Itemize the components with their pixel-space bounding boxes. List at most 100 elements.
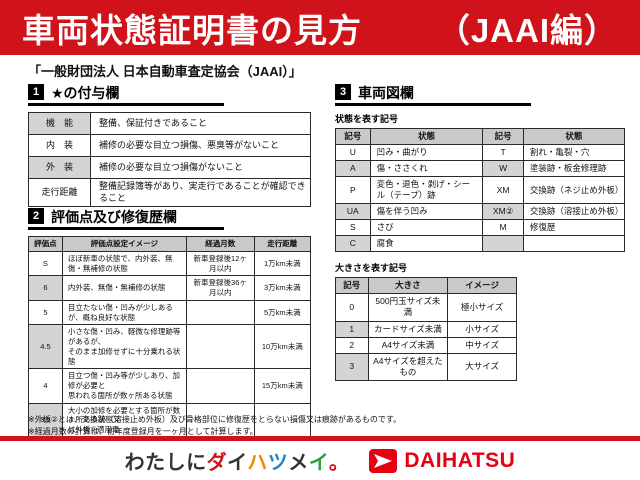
table-cell: [522, 235, 626, 253]
table-header-row: 記号 状態 記号 状態: [335, 127, 626, 146]
table-row: 内 装補修の必要な目立つ損傷、悪臭等がないこと: [27, 134, 311, 157]
table-cell: 3万km未満: [253, 275, 312, 301]
size-symbols-label: 大きさを表す記号: [335, 263, 408, 274]
slogan-char: ハ: [247, 452, 268, 474]
table-cell: 補修の必要な目立つ損傷がないこと: [90, 156, 311, 179]
table-cell: 3.5: [28, 402, 63, 438]
table-cell: T: [482, 144, 524, 162]
slogan-char: た: [145, 452, 166, 474]
footnote-months: ※経過月数の計算は、初年度登録月を一ヶ月として計算します。: [28, 426, 258, 436]
table-cell: A: [335, 160, 371, 178]
table-cell: 500円玉サイズ未満: [367, 293, 449, 322]
table-cell: M: [482, 219, 524, 237]
column-header: 状態: [369, 127, 484, 146]
table-cell: 凹み・曲がり: [369, 144, 484, 162]
section1-title: ★の付与欄: [51, 85, 120, 101]
table-cell: 15万km未満: [253, 368, 312, 404]
table-cell: 内 装: [27, 134, 92, 157]
table-cell: 内外装、無傷・無補修の状態: [61, 275, 187, 301]
column-header: 記号: [335, 277, 369, 295]
column-header: 評価点: [28, 236, 63, 252]
table-cell: 交換跡（溶接止め外板）: [522, 203, 626, 221]
table-row: 4 目立つ傷・凹み等が少しあり、加修が必要と 思われる箇所が数ヶ所ある状態 15万k…: [28, 368, 312, 404]
daihatsu-slogan: わたしにダイハツメイ。: [125, 446, 350, 475]
table-cell: [185, 368, 255, 404]
table-cell: 1万km未満: [253, 250, 312, 277]
table-cell: 3: [335, 352, 369, 381]
page-title: 車両状態証明書の見方: [22, 11, 362, 49]
footer-red-divider: [0, 436, 640, 441]
table-cell: 補修の必要な目立つ損傷、悪臭等がないこと: [90, 134, 311, 157]
table-row: UA 傷を伴う凹み XM② 交換跡（溶接止め外板）: [335, 203, 626, 221]
footnotes: ※外板②とは、交換跡（溶接止め外板）及び骨格部位に修復歴をとらない損傷又は痕跡が…: [28, 414, 401, 437]
slogan-char: ダ: [206, 452, 228, 474]
table-cell: [482, 235, 524, 253]
column-header: 状態: [522, 127, 626, 146]
slogan-char: わ: [124, 452, 146, 474]
table-cell: 傷・ささくれ: [369, 160, 484, 178]
table-row: 走行距離 整備記録簿等があり、実走行であることが確認できること: [27, 177, 311, 208]
column-header: イメージ: [447, 277, 517, 295]
section2-title: 評価点及び修復歴欄: [51, 209, 177, 225]
table-row: 3 A4サイズを超えたもの 大サイズ: [335, 352, 517, 381]
status-symbols-table: 記号 状態 記号 状態 U 凹み・曲がり T 割れ・亀裂・穴 A 傷・ささくれ W 塗装跡・板金修理跡…: [335, 127, 626, 253]
table-header-row: 記号 大きさ イメージ: [335, 277, 517, 295]
column-header: 評価点設定イメージ: [61, 236, 187, 252]
table-row: 外 装補修の必要な目立つ損傷がないこと: [27, 156, 311, 179]
table-row: 6 内外装、無傷・無補修の状態 新車登録後36ヶ月以内 3万km未満: [28, 275, 312, 301]
table-cell: W: [482, 160, 524, 178]
section3-title: 車両図欄: [358, 85, 414, 101]
footer: わたしにダイハツメイ。 DAIHATSU: [0, 441, 640, 480]
section-star-column: 1 ★の付与欄 機 能整備、保証付きであること内 装補修の必要な目立つ損傷、悪臭…: [27, 84, 311, 208]
table-cell: S: [335, 219, 371, 237]
table-cell: 極小サイズ: [447, 293, 517, 322]
table-cell: ほぼ新車の状態で、内外装、無傷・無補修の状態: [61, 250, 187, 277]
table-cell: UA: [335, 203, 371, 221]
slogan-char: メ: [288, 452, 309, 474]
table-cell: 整備、保証付きであること: [90, 112, 311, 135]
table-cell: カードサイズ未満: [367, 320, 449, 338]
issuer-subtitle: 「一般財団法人 日本自動車査定協会（JAAI）」: [28, 64, 302, 79]
table-cell: XM②: [482, 203, 524, 221]
table-cell: C: [335, 235, 371, 253]
slogan-char: 。: [328, 452, 350, 474]
table-cell: 外 装: [27, 156, 92, 179]
footnote-gaihan: ※外板②とは、交換跡（溶接止め外板）及び骨格部位に修復歴をとらない損傷又は痕跡が…: [28, 415, 402, 424]
table-cell: 機 能: [27, 112, 92, 135]
table-cell: 傷を伴う凹み: [369, 203, 484, 221]
slogan-char: し: [165, 452, 187, 474]
table-cell: 塗装跡・板金修理跡: [522, 160, 626, 178]
table-cell: P: [335, 176, 371, 205]
section1-heading: 1 ★の付与欄: [28, 84, 224, 106]
table-cell: 走行距離: [27, 177, 92, 208]
slogan-char: に: [186, 452, 207, 474]
table-cell: 大サイズ: [447, 352, 517, 381]
table-row: S ほぼ新車の状態で、内外装、無傷・無補修の状態 新車登録後12ヶ月以内 1万km未満: [28, 250, 312, 277]
table-cell: S: [28, 250, 63, 277]
status-symbols-label: 状態を表す記号: [335, 114, 399, 124]
page-title-edition: （JAAI編）: [436, 11, 618, 49]
table-row: S さび M 修復歴: [335, 219, 626, 237]
section3-heading: 3 車両図欄: [335, 84, 531, 106]
table-cell: A4サイズ未満: [367, 336, 449, 354]
column-header: 記号: [482, 127, 524, 146]
table-cell: 修復歴: [522, 219, 626, 237]
table-row: 1 カードサイズ未満 小サイズ: [335, 320, 517, 338]
table-cell: 大小の加修を必要とする箇所が数ヶ所ある状態又 は外板②適用車: [61, 402, 187, 438]
section2-heading: 2 評価点及び修復歴欄: [28, 208, 224, 230]
slogan-char: ツ: [267, 452, 289, 474]
slogan-char: イ: [227, 452, 248, 474]
column-header: 大きさ: [367, 277, 449, 295]
table-cell: A4サイズを超えたもの: [367, 352, 449, 381]
table-cell: [185, 299, 255, 326]
table-cell: U: [335, 144, 371, 162]
table-cell: 6: [28, 275, 63, 301]
table-row: U 凹み・曲がり T 割れ・亀裂・穴: [335, 144, 626, 162]
column-header: 記号: [335, 127, 371, 146]
d-arrow-glyph: [374, 453, 393, 468]
table-cell: 目立たない傷・凹みが少しあるが、概ね良好な状態: [61, 299, 187, 326]
star-criteria-table: 機 能整備、保証付きであること内 装補修の必要な目立つ損傷、悪臭等がないこと外 …: [27, 112, 311, 208]
title-banner: 車両状態証明書の見方 （JAAI編）: [0, 0, 640, 55]
table-row: 5 目立たない傷・凹みが少しあるが、概ね良好な状態 5万km未満: [28, 299, 312, 326]
